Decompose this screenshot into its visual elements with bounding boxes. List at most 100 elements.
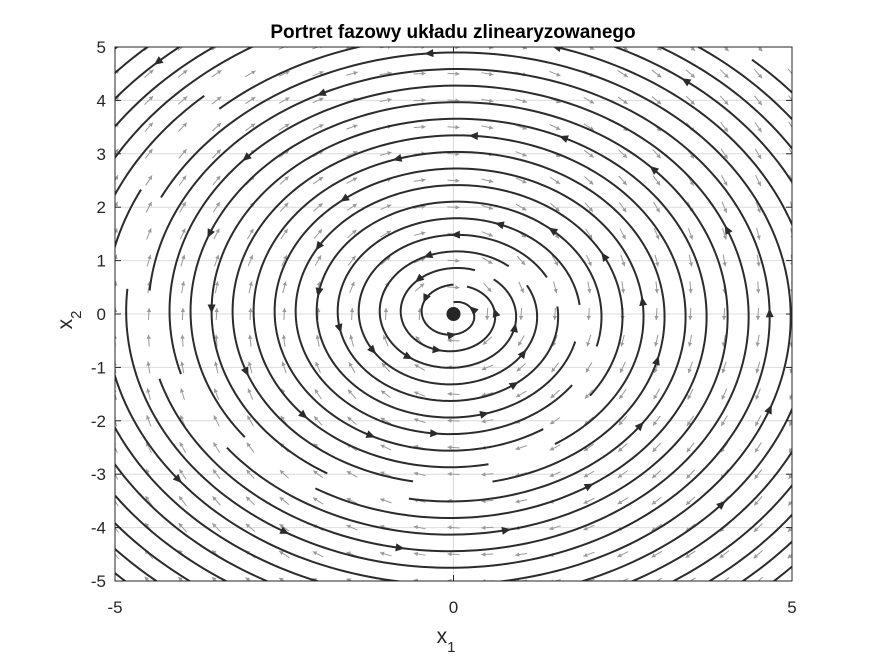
trajectory bbox=[420, 283, 479, 340]
y-tick-label: 1 bbox=[97, 252, 106, 271]
vector-arrow bbox=[549, 176, 561, 185]
vector-arrow bbox=[146, 415, 152, 427]
vector-arrow bbox=[447, 471, 460, 477]
y-axis-label-base: x bbox=[54, 318, 77, 329]
vector-arrow bbox=[380, 471, 392, 477]
vector-arrow bbox=[515, 390, 527, 398]
vector-arrow bbox=[413, 578, 423, 581]
trajectory-arrow bbox=[392, 154, 403, 162]
vector-arrow bbox=[211, 96, 222, 105]
vector-arrow bbox=[685, 469, 695, 479]
y-tick-label: -1 bbox=[91, 358, 106, 377]
trajectory-arrow bbox=[423, 250, 434, 259]
vector-arrow bbox=[584, 202, 594, 213]
trajectory bbox=[115, 47, 792, 581]
vector-arrow bbox=[652, 442, 662, 453]
vector-arrow bbox=[654, 281, 659, 294]
vector-arrow bbox=[380, 444, 392, 451]
trajectory-arrow bbox=[450, 230, 461, 239]
vector-arrow bbox=[282, 281, 287, 294]
vector-arrow bbox=[617, 443, 628, 452]
vector-arrow bbox=[481, 419, 494, 424]
vector-arrow bbox=[347, 416, 357, 426]
vector-arrow bbox=[482, 336, 493, 346]
vector-arrow bbox=[246, 415, 254, 427]
vector-arrow bbox=[214, 334, 219, 347]
vector-arrow bbox=[282, 307, 287, 321]
y-tick-label: -2 bbox=[91, 412, 106, 431]
vector-arrow bbox=[212, 201, 221, 213]
vector-arrow bbox=[146, 254, 152, 267]
vector-arrow bbox=[349, 281, 355, 294]
vector-arrow bbox=[685, 69, 696, 79]
vector-arrow bbox=[380, 204, 392, 211]
axis-ticks bbox=[114, 46, 793, 582]
vector-arrow bbox=[447, 258, 460, 263]
vector-arrow bbox=[177, 96, 188, 105]
y-tick-label: 3 bbox=[97, 145, 106, 164]
y-tick-label: 2 bbox=[97, 198, 106, 217]
vector-arrow bbox=[651, 469, 662, 479]
vector-arrow bbox=[755, 361, 761, 374]
vector-arrow bbox=[247, 361, 253, 374]
vector-arrow bbox=[787, 553, 792, 559]
vector-arrow bbox=[481, 552, 494, 557]
x-tick-label: 5 bbox=[787, 598, 796, 617]
trajectory bbox=[115, 49, 792, 581]
vector-arrow bbox=[516, 363, 527, 372]
x-axis-label-base: x bbox=[437, 625, 448, 648]
vector-arrow bbox=[787, 500, 792, 506]
vector-arrow bbox=[584, 176, 594, 185]
vector-arrow bbox=[550, 389, 560, 399]
vector-arrow bbox=[211, 576, 218, 581]
vector-arrow bbox=[211, 523, 222, 533]
x-axis-label: x1 bbox=[437, 625, 456, 656]
vector-arrow bbox=[245, 496, 256, 506]
vector-arrow bbox=[651, 96, 662, 105]
vector-arrow bbox=[313, 229, 323, 239]
y-tick-label: -5 bbox=[91, 572, 106, 591]
vector-arrow bbox=[586, 334, 592, 347]
vector-arrow bbox=[651, 69, 662, 78]
vector-arrow bbox=[481, 472, 494, 477]
vector-arrow bbox=[179, 201, 187, 213]
vector-arrow bbox=[787, 526, 792, 533]
vector-arrow bbox=[789, 337, 792, 347]
vector-arrow bbox=[346, 177, 358, 184]
vector-arrow bbox=[788, 419, 792, 427]
vector-arrow bbox=[754, 121, 762, 133]
trajectory-arrow bbox=[365, 430, 376, 438]
trajectory-arrow bbox=[172, 473, 182, 484]
vector-arrow bbox=[244, 70, 256, 78]
trajectory-arrow bbox=[548, 227, 559, 236]
vector-arrow bbox=[655, 47, 662, 51]
y-axis-label: x2 bbox=[54, 311, 85, 330]
vector-arrow bbox=[279, 202, 289, 212]
vector-arrow bbox=[279, 496, 290, 506]
vector-arrow bbox=[247, 388, 254, 400]
svg-text:x2: x2 bbox=[54, 311, 85, 330]
vector-arrow bbox=[278, 97, 290, 104]
vector-arrow bbox=[146, 388, 151, 401]
vector-arrow bbox=[279, 176, 290, 185]
vector-arrow bbox=[515, 203, 527, 211]
vector-arrow bbox=[617, 70, 629, 78]
vector-arrow bbox=[214, 254, 220, 267]
vector-arrow bbox=[617, 497, 629, 505]
vector-arrow bbox=[549, 471, 561, 478]
vector-arrow bbox=[754, 469, 763, 480]
trajectory-arrow bbox=[207, 304, 216, 314]
trajectory-arrow bbox=[446, 331, 457, 340]
vector-arrow bbox=[380, 417, 392, 425]
vector-arrow bbox=[213, 361, 219, 374]
trajectory-arrow bbox=[652, 355, 660, 366]
vector-arrow bbox=[346, 497, 358, 505]
trajectory-arrow bbox=[559, 135, 569, 143]
vector-arrow bbox=[687, 361, 693, 374]
vector-arrow bbox=[618, 388, 627, 400]
vector-arrow bbox=[312, 123, 324, 131]
vector-arrow bbox=[551, 255, 559, 267]
vector-arrow bbox=[756, 227, 761, 240]
